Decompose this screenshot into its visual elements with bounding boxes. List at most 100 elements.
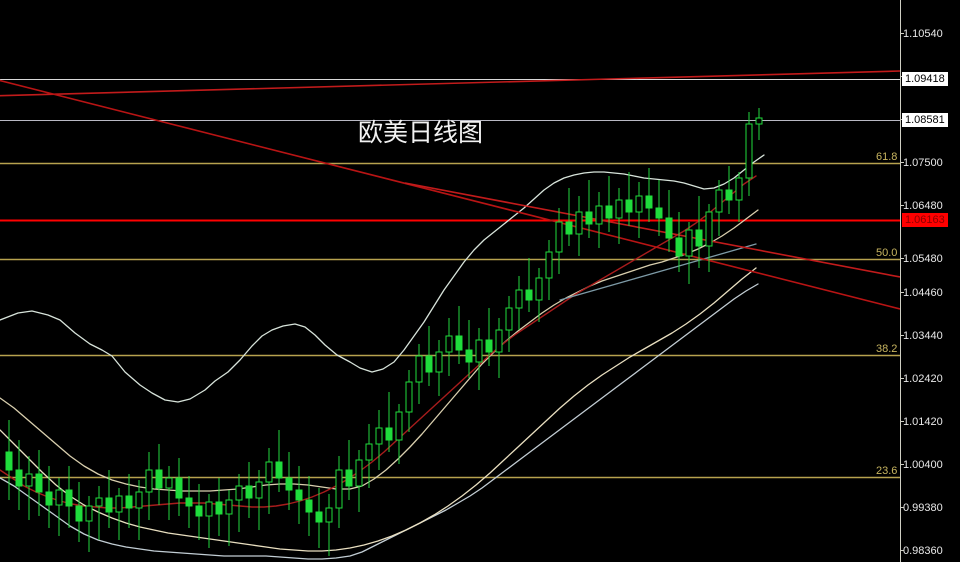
candle-body xyxy=(425,355,433,373)
candle-body xyxy=(275,461,283,479)
price-tick-label: 1.05480 xyxy=(903,253,943,265)
candle-body xyxy=(5,451,13,471)
candle-body xyxy=(675,237,683,257)
chart-title: 欧美日线图 xyxy=(358,118,484,147)
price-tick: 0.99380 xyxy=(900,502,943,514)
candle-body xyxy=(255,481,263,499)
price-tick-label: 1.00400 xyxy=(903,459,943,471)
candle-body xyxy=(495,329,503,353)
candle-body xyxy=(585,211,593,225)
chart-plot-area[interactable]: 欧美日线图 61.8 50.0 38.2 23.6 xyxy=(0,0,900,562)
candlestick-group xyxy=(5,108,763,556)
candle-body xyxy=(165,477,173,489)
candle-body xyxy=(755,117,763,125)
tick-dash-icon xyxy=(900,507,904,508)
candle-body xyxy=(215,501,223,515)
price-tick: 1.03440 xyxy=(900,331,943,342)
candle-body xyxy=(325,507,333,523)
candle-body xyxy=(595,205,603,225)
series-ma-cream xyxy=(0,267,757,552)
candle-body xyxy=(685,229,693,257)
chart-canvas xyxy=(0,70,900,560)
fib-label-50-0: 50.0 xyxy=(876,247,898,259)
price-tick-label: 1.02420 xyxy=(903,373,943,385)
tick-dash-icon xyxy=(900,205,904,206)
candle-body xyxy=(285,477,293,491)
price-tick: 1.04460 xyxy=(900,288,943,299)
candle-body xyxy=(625,199,633,213)
candle-body xyxy=(525,289,533,301)
candle-body xyxy=(725,189,733,201)
candle-body xyxy=(305,499,313,513)
price-tick-label: 1.06480 xyxy=(903,200,943,212)
candle-body xyxy=(135,491,143,509)
price-tick: 1.02420 xyxy=(900,373,943,385)
candle-body xyxy=(45,491,53,506)
candle-body xyxy=(75,505,83,522)
candle-body xyxy=(405,381,413,413)
price-tick-label: 0.99380 xyxy=(903,502,943,514)
candle-body xyxy=(195,505,203,517)
candle-body xyxy=(465,349,473,363)
price-tick: 1.06480 xyxy=(900,200,943,212)
candle-body xyxy=(545,251,553,279)
candle-body xyxy=(645,195,653,209)
price-marker-red: 1.06163 xyxy=(902,213,948,227)
candle-body xyxy=(95,497,103,507)
trendline-falling-red-lower xyxy=(404,182,900,278)
tick-dash-icon xyxy=(900,292,904,293)
tick-dash-icon xyxy=(900,335,904,336)
candle-body xyxy=(185,497,193,507)
candle-body xyxy=(125,495,133,509)
candle-body xyxy=(205,501,213,517)
tick-dash-icon xyxy=(900,258,904,259)
candle-body xyxy=(115,495,123,513)
series-ma-red xyxy=(0,175,757,509)
candle-body xyxy=(445,335,453,353)
tick-dash-icon xyxy=(900,378,904,379)
candle-body xyxy=(105,497,113,513)
candle-body xyxy=(665,217,673,239)
price-marker-white: 1.09418 xyxy=(902,72,948,86)
price-scale[interactable]: 1.105401.095401.085401.075001.064801.054… xyxy=(900,0,960,562)
trendline-falling-red-upper xyxy=(0,79,900,310)
candle-body xyxy=(615,199,623,219)
candle-body xyxy=(715,189,723,213)
tick-dash-icon xyxy=(900,33,904,34)
series-bollinger-middle xyxy=(0,209,759,492)
candle-body xyxy=(745,123,753,179)
series-ma-slate xyxy=(559,243,757,301)
price-tick-label: 0.98360 xyxy=(903,545,943,557)
trendline-rising-red xyxy=(0,70,900,97)
candle-body xyxy=(395,411,403,441)
candle-body xyxy=(735,177,743,201)
candle-body xyxy=(55,489,63,506)
fib-label-23-6: 23.6 xyxy=(876,465,898,477)
candle-body xyxy=(705,211,713,247)
candle-body xyxy=(345,469,353,487)
candle-body xyxy=(355,459,363,487)
price-marker-white: 1.08581 xyxy=(902,113,948,127)
candle-body xyxy=(315,511,323,523)
candle-body xyxy=(655,207,663,219)
tick-dash-icon xyxy=(900,421,904,422)
candle-body xyxy=(145,469,153,493)
price-tick: 1.05480 xyxy=(900,253,943,265)
candle-body xyxy=(455,335,463,351)
tick-dash-icon xyxy=(900,464,904,465)
candle-body xyxy=(565,221,573,235)
price-tick: 1.01420 xyxy=(900,416,943,428)
candle-body xyxy=(175,477,183,499)
candle-body xyxy=(485,339,493,353)
price-tick-label: 1.01420 xyxy=(903,416,943,428)
candle-body xyxy=(225,499,233,515)
candle-body xyxy=(25,473,33,487)
candle-body xyxy=(35,473,43,493)
fib-label-61-8: 61.8 xyxy=(876,151,898,163)
price-tick: 1.10540 xyxy=(900,29,943,40)
candle-body xyxy=(695,229,703,247)
candle-body xyxy=(505,307,513,331)
candle-body xyxy=(385,427,393,441)
candle-body xyxy=(235,485,243,501)
